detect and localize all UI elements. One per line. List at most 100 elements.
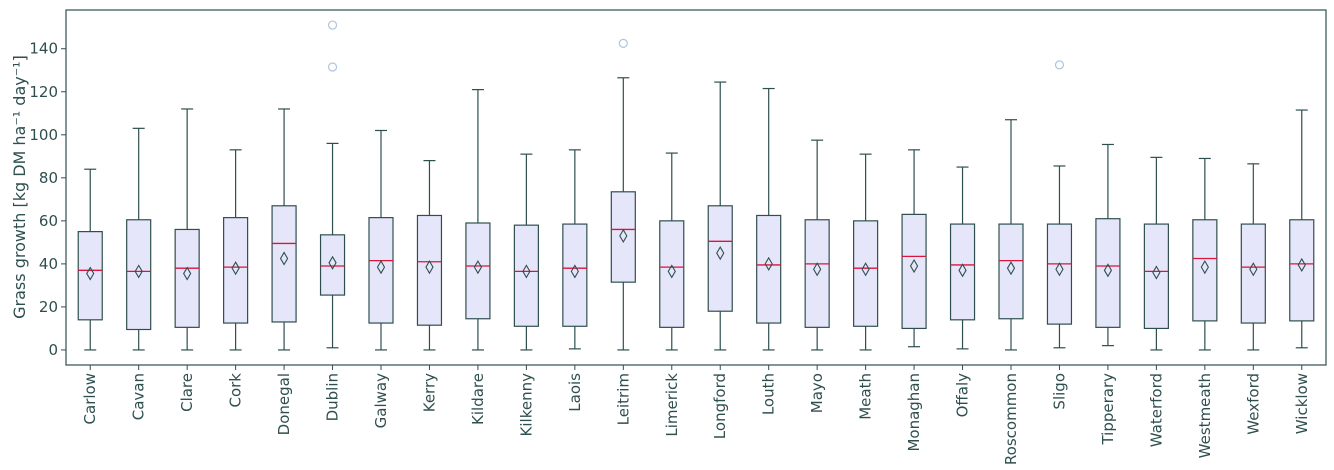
- x-tick-label: Waterford: [1147, 373, 1165, 447]
- plot-area-frame: [65, 9, 1327, 366]
- outlier-point: [618, 38, 628, 48]
- iqr-box: [126, 219, 152, 331]
- mean-marker: [1103, 263, 1113, 278]
- mean-marker: [1055, 262, 1064, 277]
- x-tick-label: Mayo: [808, 373, 826, 413]
- x-axis-ticks: Carlow Cavan Clare Cork Donegal Dublin Galway K…: [81, 365, 1311, 465]
- x-tick-label: Wexford: [1244, 373, 1262, 435]
- mean-marker: [1006, 261, 1016, 276]
- iqr-box: [610, 191, 636, 283]
- box-group: [174, 108, 200, 351]
- iqr-box: [1095, 218, 1121, 328]
- x-tick-label: Clare: [178, 373, 196, 412]
- box-group: [949, 166, 976, 350]
- mean-marker: [376, 260, 386, 275]
- iqr-box: [804, 219, 830, 328]
- box-group: [1046, 60, 1073, 349]
- box-group: [126, 127, 152, 351]
- box-group: [853, 153, 879, 351]
- box-group: [465, 89, 491, 351]
- x-tick-label: Louth: [760, 373, 778, 415]
- box-group: [368, 129, 394, 351]
- x-tick-label: Tipperary: [1099, 373, 1117, 446]
- mean-marker: [473, 260, 483, 275]
- mean-marker: [328, 255, 337, 270]
- x-tick-label: Laois: [566, 373, 584, 412]
- x-tick-label: Monaghan: [905, 373, 923, 452]
- box-group: [271, 108, 297, 351]
- y-tick-label: 60: [39, 212, 58, 230]
- y-tick-label: 0: [48, 341, 58, 359]
- iqr-box: [319, 234, 346, 296]
- x-tick-label: Sligo: [1050, 373, 1068, 410]
- x-tick-label: Longford: [711, 373, 729, 439]
- mean-marker: [183, 266, 192, 281]
- mean-marker: [813, 262, 822, 277]
- mean-marker: [716, 246, 725, 261]
- mean-marker: [134, 264, 143, 279]
- x-tick-label: Kerry: [420, 373, 438, 412]
- x-tick-label: Westmeath: [1196, 373, 1214, 458]
- y-tick-label: 40: [39, 255, 58, 273]
- x-tick-label: Donegal: [275, 373, 293, 435]
- mean-marker: [861, 262, 870, 277]
- mean-marker: [1297, 257, 1306, 273]
- outlier-point: [1054, 60, 1065, 70]
- mean-marker: [86, 266, 95, 281]
- x-tick-label: Meath: [857, 373, 875, 420]
- box-group: [1289, 109, 1315, 349]
- box-group: [319, 20, 346, 349]
- y-tick-label: 100: [29, 126, 58, 144]
- iqr-box: [998, 223, 1024, 320]
- mean-marker: [522, 264, 531, 279]
- iqr-box: [1143, 223, 1169, 330]
- box-group: [998, 119, 1024, 351]
- box-group: [756, 87, 782, 351]
- outlier-point: [327, 62, 338, 72]
- box-group: [659, 152, 685, 351]
- iqr-box: [1240, 223, 1266, 324]
- x-tick-label: Limerick: [663, 373, 681, 437]
- box-group: [562, 149, 588, 350]
- x-tick-label: Carlow: [81, 373, 99, 424]
- box-group: [1192, 157, 1218, 351]
- mean-marker: [231, 261, 240, 276]
- mean-marker: [425, 260, 434, 275]
- x-tick-label: Galway: [372, 373, 390, 428]
- y-tick-label: 80: [39, 169, 58, 187]
- x-tick-label: Kildare: [469, 373, 487, 425]
- box-group: [77, 168, 103, 351]
- mean-marker: [619, 228, 628, 244]
- y-axis-label: Grass growth [kg DM ha⁻¹ day⁻¹]: [10, 55, 29, 319]
- y-tick-label: 20: [39, 298, 58, 316]
- box-group: [1143, 156, 1169, 351]
- x-tick-label: Cavan: [130, 373, 148, 420]
- box-group: [223, 149, 249, 351]
- x-tick-label: Offaly: [954, 373, 972, 418]
- mean-marker: [958, 263, 967, 278]
- iqr-box: [1046, 223, 1073, 325]
- box-series: [77, 20, 1315, 351]
- iqr-box: [77, 231, 103, 321]
- mean-marker: [909, 258, 919, 274]
- mean-marker: [667, 264, 676, 279]
- box-group: [707, 81, 733, 351]
- iqr-box: [465, 222, 491, 320]
- iqr-box: [368, 217, 394, 324]
- iqr-box: [174, 228, 200, 328]
- iqr-box: [853, 220, 879, 327]
- iqr-box: [513, 224, 539, 327]
- box-group: [610, 38, 636, 351]
- mean-marker: [1152, 265, 1161, 280]
- x-tick-label: Dublin: [324, 373, 342, 421]
- iqr-box: [223, 217, 249, 324]
- box-group: [1240, 163, 1266, 351]
- mean-marker: [764, 256, 773, 271]
- iqr-box: [562, 223, 588, 327]
- mean-marker: [570, 264, 579, 279]
- x-tick-label: Wicklow: [1293, 373, 1311, 434]
- x-tick-label: Leitrim: [614, 373, 632, 425]
- y-tick-label: 140: [29, 40, 58, 58]
- y-tick-label: 120: [29, 83, 58, 101]
